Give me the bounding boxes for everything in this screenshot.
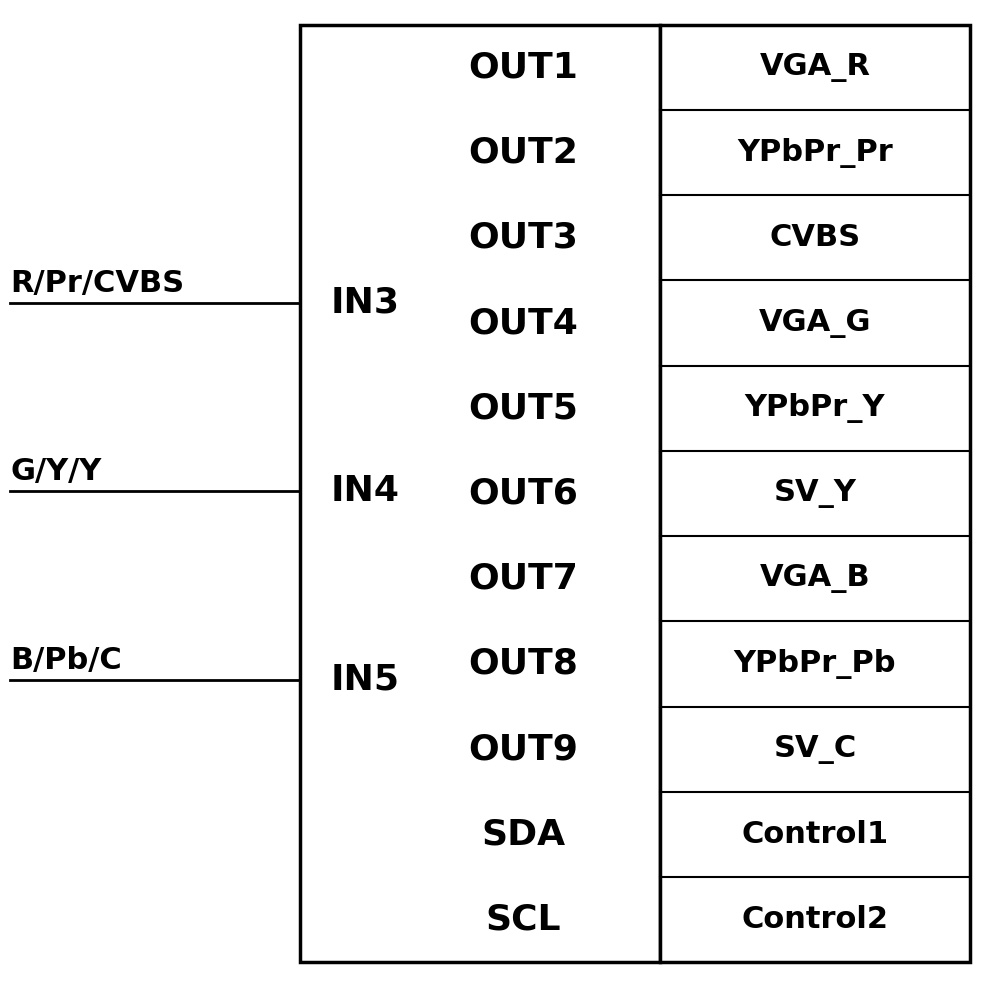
Text: OUT2: OUT2 bbox=[468, 136, 578, 170]
Text: G/Y/Y: G/Y/Y bbox=[10, 457, 101, 486]
Text: VGA_G: VGA_G bbox=[759, 309, 871, 337]
Text: Control2: Control2 bbox=[742, 905, 889, 934]
Text: B/Pb/C: B/Pb/C bbox=[10, 646, 122, 675]
Text: VGA_R: VGA_R bbox=[760, 53, 871, 82]
Text: OUT9: OUT9 bbox=[468, 732, 578, 766]
Text: YPbPr_Pr: YPbPr_Pr bbox=[737, 138, 893, 168]
Text: YPbPr_Pb: YPbPr_Pb bbox=[734, 649, 896, 679]
Text: IN5: IN5 bbox=[330, 663, 399, 696]
Text: IN3: IN3 bbox=[330, 286, 399, 319]
Text: CVBS: CVBS bbox=[769, 223, 861, 252]
Text: YPbPr_Y: YPbPr_Y bbox=[745, 393, 885, 424]
Text: Control1: Control1 bbox=[741, 820, 889, 849]
Text: OUT1: OUT1 bbox=[468, 51, 578, 84]
Text: OUT6: OUT6 bbox=[468, 476, 578, 511]
Text: SV_Y: SV_Y bbox=[774, 479, 856, 508]
Text: OUT3: OUT3 bbox=[468, 221, 578, 255]
Text: R/Pr/CVBS: R/Pr/CVBS bbox=[10, 269, 184, 298]
Bar bbox=[300, 25, 660, 962]
Text: OUT5: OUT5 bbox=[468, 391, 578, 426]
Text: OUT4: OUT4 bbox=[468, 307, 578, 340]
Text: VGA_B: VGA_B bbox=[760, 564, 870, 593]
Text: SCL: SCL bbox=[485, 903, 561, 936]
Text: OUT7: OUT7 bbox=[468, 561, 578, 596]
Text: SV_C: SV_C bbox=[773, 735, 857, 764]
Text: OUT8: OUT8 bbox=[468, 647, 578, 681]
Text: SDA: SDA bbox=[481, 817, 565, 851]
Text: IN4: IN4 bbox=[330, 474, 399, 508]
Bar bbox=[660, 25, 970, 962]
